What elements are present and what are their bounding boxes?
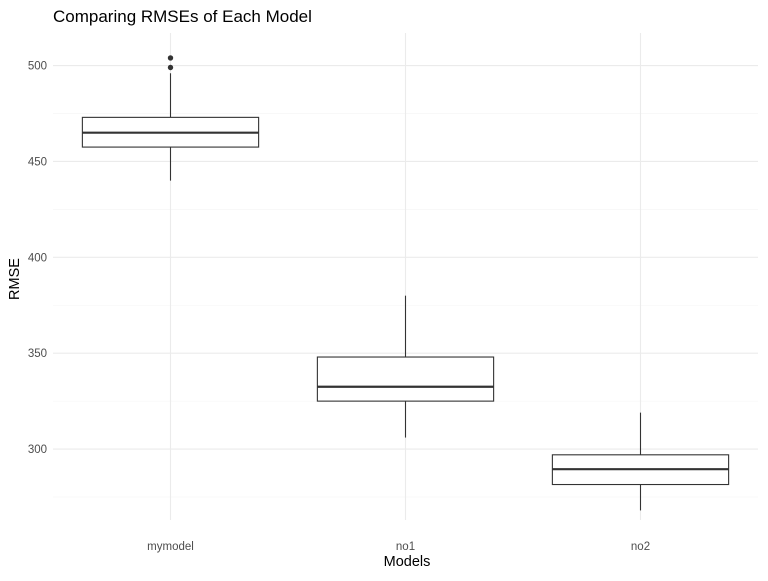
x-axis-title: Models xyxy=(384,554,431,570)
y-tick-label: 350 xyxy=(28,348,47,360)
x-tick-label: no2 xyxy=(631,541,650,553)
y-axis-title: RMSE xyxy=(7,258,23,300)
outlier-point xyxy=(167,55,174,61)
box-iqr xyxy=(316,356,495,402)
y-tick-label: 500 xyxy=(28,61,47,73)
box-layer xyxy=(81,55,730,511)
box-mymodel xyxy=(81,55,260,181)
x-tick-label: no1 xyxy=(396,541,415,553)
box-no1 xyxy=(316,295,495,438)
chart-title: Comparing RMSEs of Each Model xyxy=(53,7,312,26)
box-no2 xyxy=(551,412,730,511)
grid-layer xyxy=(53,33,758,520)
y-tick-label: 450 xyxy=(28,156,47,168)
axis-layer: 300 350 400 450 500 mymodel no1 no2 xyxy=(28,61,650,553)
y-tick-label: 400 xyxy=(28,252,47,264)
outlier-point xyxy=(167,64,174,71)
y-tick-label: 300 xyxy=(28,444,47,456)
x-tick-label: mymodel xyxy=(147,541,194,553)
